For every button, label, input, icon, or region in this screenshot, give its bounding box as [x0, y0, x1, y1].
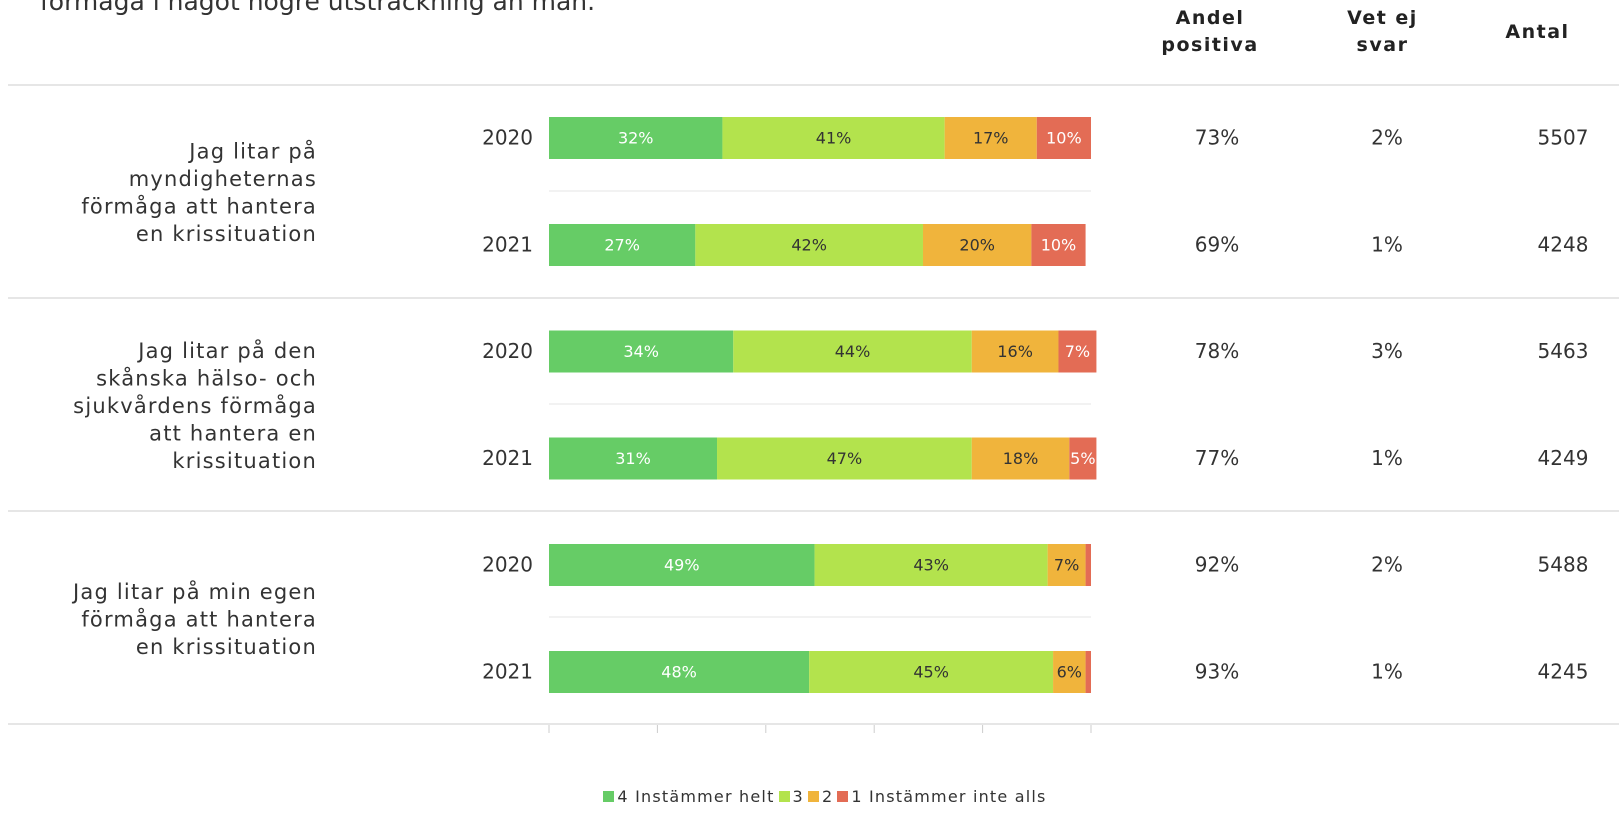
year-label: 2020 [482, 553, 533, 577]
bar-segment [549, 224, 696, 266]
data-label: 16% [997, 342, 1033, 361]
data-label: 31% [615, 449, 651, 468]
count: 4245 [1538, 660, 1589, 684]
dont-know-share: 3% [1371, 339, 1403, 363]
data-label: 20% [959, 236, 995, 255]
bar-segment [944, 117, 1037, 159]
bar-segment [549, 651, 810, 693]
positive-share: 69% [1195, 233, 1239, 257]
statement-label: Jag litar på [187, 138, 317, 163]
bar-segment [1047, 544, 1086, 586]
bar-segment [549, 437, 718, 480]
data-label: 43% [913, 556, 949, 575]
positive-share: 77% [1195, 446, 1239, 470]
bar-segment [1058, 330, 1097, 373]
data-label: 7% [1054, 556, 1079, 575]
bar-segment [814, 544, 1048, 586]
statement-label: sjukvårdens förmåga [73, 393, 317, 418]
year-label: 2020 [482, 126, 533, 150]
bar-segment [1053, 651, 1086, 693]
bar-segment [717, 437, 972, 480]
data-label: 41% [816, 129, 852, 148]
statement-label: skånska hälso- och [96, 366, 317, 391]
legend-swatch [837, 791, 849, 802]
positive-share: 73% [1195, 126, 1239, 150]
bar-segment [1031, 224, 1086, 266]
legend-label: 1 Instämmer inte alls [851, 787, 1047, 806]
legend-swatch [778, 791, 790, 802]
bar-segment [1069, 437, 1097, 480]
data-label: 18% [1003, 449, 1039, 468]
statement-label: krissituation [172, 449, 317, 473]
bar-segment [549, 544, 815, 586]
intro-text: förmåga i något högre utsträckning än mä… [40, 0, 595, 16]
count: 5507 [1538, 126, 1589, 150]
bar-segment [733, 330, 972, 373]
bar-segment [971, 437, 1070, 480]
column-header: Andel positiva [1161, 7, 1259, 56]
data-label: 5% [1070, 449, 1095, 468]
data-label: 34% [623, 342, 659, 361]
bar-segment [549, 330, 734, 373]
positive-share: 92% [1195, 553, 1239, 577]
year-label: 2021 [482, 446, 533, 470]
dont-know-share: 1% [1371, 446, 1403, 470]
data-label: 10% [1046, 129, 1082, 148]
data-label: 32% [618, 129, 654, 148]
statement-label: Jag litar på den [136, 338, 317, 363]
year-label: 2021 [482, 233, 533, 257]
statement-label: en krissituation [136, 635, 317, 659]
column-header: Antal [1505, 21, 1570, 43]
bar-segment [809, 651, 1054, 693]
bar-segment [922, 224, 1032, 266]
year-label: 2021 [482, 660, 533, 684]
positive-share: 93% [1195, 660, 1239, 684]
count: 5488 [1538, 553, 1589, 577]
bar-segment [722, 117, 945, 159]
dont-know-share: 2% [1371, 126, 1403, 150]
column-header: Vet ej svar [1347, 7, 1418, 56]
legend-swatch [807, 791, 819, 802]
statement-label: förmåga att hantera [81, 193, 317, 218]
data-label: 27% [604, 236, 640, 255]
bar-segment [1085, 544, 1091, 586]
year-label: 2020 [482, 339, 533, 363]
positive-share: 78% [1195, 339, 1239, 363]
statement-label: förmåga att hantera [81, 607, 317, 632]
count: 4249 [1538, 446, 1589, 470]
data-label: 45% [913, 663, 949, 682]
count: 4248 [1538, 233, 1589, 257]
data-label: 6% [1057, 663, 1082, 682]
bar-segment [1036, 117, 1091, 159]
legend-label: 3 [792, 787, 804, 806]
legend-label: 2 [821, 787, 834, 806]
statement-label: myndigheternas [129, 167, 317, 191]
data-label: 10% [1041, 236, 1077, 255]
data-label: 49% [664, 556, 700, 575]
data-label: 47% [827, 449, 863, 468]
bar-segment [695, 224, 923, 266]
legend-label: 4 Instämmer helt [617, 787, 775, 806]
statement-label: en krissituation [136, 222, 317, 246]
dont-know-share: 1% [1371, 233, 1403, 257]
dont-know-share: 2% [1371, 553, 1403, 577]
data-label: 48% [661, 663, 697, 682]
bar-segment [971, 330, 1059, 373]
legend: 4 Instämmer helt 3 2 1 Instämmer inte alls [0, 787, 1619, 806]
data-label: 42% [791, 236, 827, 255]
count: 5463 [1538, 339, 1589, 363]
bar-segment [1085, 651, 1091, 693]
legend-swatch [603, 791, 615, 802]
statement-label: Jag litar på min egen [71, 579, 317, 604]
dont-know-share: 1% [1371, 660, 1403, 684]
data-label: 7% [1065, 342, 1090, 361]
statement-label: att hantera en [149, 422, 317, 446]
data-label: 44% [835, 342, 871, 361]
data-label: 17% [973, 129, 1009, 148]
bar-segment [549, 117, 723, 159]
